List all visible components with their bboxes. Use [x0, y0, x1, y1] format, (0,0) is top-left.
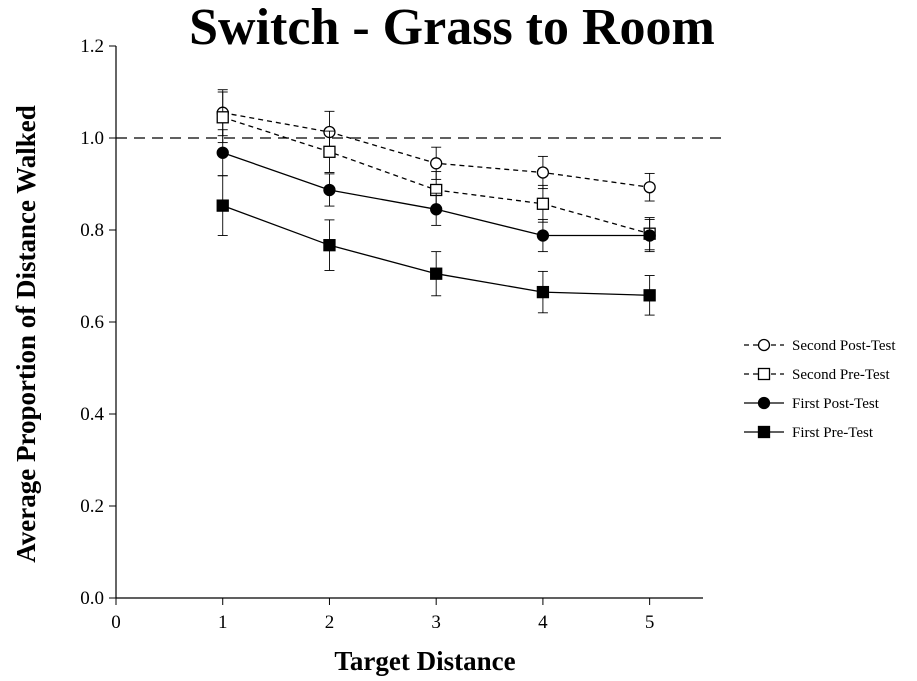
data-point [643, 229, 656, 242]
data-point [216, 146, 229, 159]
data-point [643, 289, 656, 302]
y-tick-label: 1.2 [80, 36, 104, 57]
x-tick-label: 4 [538, 612, 548, 633]
series-group [216, 89, 656, 316]
x-axis-title: Target Distance [334, 646, 515, 676]
x-tick-label: 5 [645, 612, 655, 633]
data-point [216, 199, 229, 212]
y-tick-label: 1.0 [80, 128, 104, 149]
legend-label: Second Pre-Test [792, 367, 891, 383]
data-point [323, 239, 336, 252]
x-tick-label: 3 [431, 612, 441, 633]
x-tick-label: 0 [111, 612, 121, 633]
legend-item: First Post-Test [744, 396, 880, 412]
data-point [536, 285, 550, 299]
data-point [430, 267, 443, 280]
y-tick-label: 0.4 [80, 404, 104, 425]
chart-title: Switch - Grass to Room [189, 0, 715, 56]
axes: 0.0 0.2 0.4 0.6 0.8 1.0 1.2 0 1 2 3 4 5 [80, 36, 703, 633]
series-first-pre-test [216, 175, 656, 316]
legend-marker [757, 367, 771, 381]
y-tick-label: 0.2 [80, 496, 104, 517]
legend-label: First Post-Test [792, 396, 880, 412]
legend-label: Second Post-Test [792, 338, 896, 354]
y-axis-title: Average Proportion of Distance Walked [11, 105, 41, 562]
legend-item: First Pre-Test [744, 425, 874, 441]
legend-marker [757, 338, 771, 352]
data-point [323, 183, 336, 197]
data-point [536, 166, 550, 179]
legend-item: Second Pre-Test [744, 367, 891, 383]
data-point [536, 229, 550, 242]
legend-item: Second Post-Test [744, 338, 896, 354]
y-tick-label: 0.6 [80, 312, 104, 333]
legend: Second Post-Test Second Pre-Test First Pos… [744, 338, 896, 441]
legend-label: First Pre-Test [792, 425, 874, 441]
data-point [430, 203, 443, 216]
y-tick-label: 0.0 [80, 588, 104, 609]
x-tick-label: 2 [325, 612, 335, 633]
data-point [643, 181, 656, 194]
legend-marker [757, 425, 771, 439]
x-tick-label: 1 [218, 612, 228, 633]
data-point [323, 145, 336, 158]
data-point [430, 157, 443, 170]
y-tick-label: 0.8 [80, 220, 104, 241]
data-point [536, 197, 550, 210]
legend-marker [757, 396, 771, 410]
data-point [216, 111, 229, 124]
